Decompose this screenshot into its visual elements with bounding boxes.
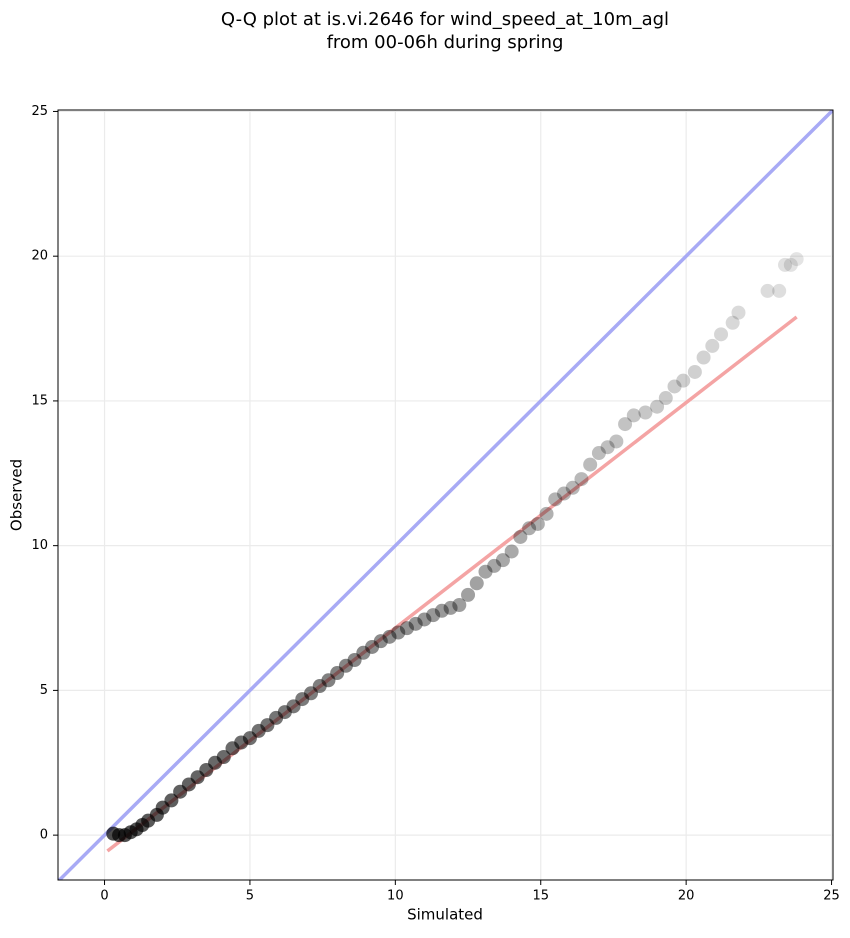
y-tick-label: 25 (31, 104, 48, 119)
point (687, 364, 702, 379)
point (478, 564, 493, 579)
x-tick-label: 15 (532, 889, 549, 904)
point (513, 529, 528, 544)
y-tick-label: 10 (31, 538, 48, 553)
point (789, 252, 804, 267)
point (658, 391, 673, 406)
point (330, 666, 345, 681)
point (417, 612, 432, 627)
point (321, 673, 336, 688)
point (434, 603, 449, 618)
point (696, 350, 711, 365)
point (618, 417, 633, 432)
plot-area (58, 110, 833, 880)
point (504, 544, 519, 559)
point (600, 440, 615, 455)
point (583, 457, 598, 472)
chart-title: Q-Q plot at is.vi.2646 for wind_speed_at… (221, 9, 669, 30)
point (522, 521, 537, 536)
y-axis-label: Observed (8, 459, 26, 531)
point (408, 616, 423, 631)
point (469, 576, 484, 591)
identity-line (58, 110, 833, 880)
point (373, 634, 388, 649)
y-tick-label: 5 (40, 683, 48, 698)
point (426, 608, 441, 623)
point (609, 434, 624, 449)
point (574, 472, 589, 487)
y-tick-label: 0 (40, 828, 48, 843)
x-tick-label: 5 (246, 889, 254, 904)
x-tick-label: 25 (823, 889, 840, 904)
point (365, 639, 380, 654)
x-tick-label: 10 (387, 889, 404, 904)
point (676, 373, 691, 388)
point (591, 446, 606, 461)
point (667, 379, 682, 394)
point (399, 621, 414, 636)
point (495, 553, 510, 568)
point (760, 283, 775, 298)
point (725, 315, 740, 330)
point (216, 749, 231, 764)
x-tick-label: 0 (100, 889, 108, 904)
point (539, 506, 554, 521)
point (356, 645, 371, 660)
point (783, 257, 798, 272)
point (548, 492, 563, 507)
point (705, 338, 720, 353)
point (487, 558, 502, 573)
point (391, 625, 406, 640)
point (164, 793, 179, 808)
point (778, 257, 793, 272)
point (443, 600, 458, 615)
point (731, 305, 746, 320)
point (650, 399, 665, 414)
point (638, 405, 653, 420)
point (461, 587, 476, 602)
x-axis-label: Simulated (407, 906, 483, 924)
point (452, 598, 467, 612)
axes-frame (57, 109, 834, 881)
point (530, 516, 545, 531)
point (347, 653, 362, 667)
x-tick-label: 20 (678, 889, 695, 904)
y-tick-label: 15 (31, 393, 48, 408)
y-tick-label: 20 (31, 249, 48, 264)
chart-title: from 00-06h during spring (327, 32, 564, 53)
point (565, 480, 580, 495)
point (382, 629, 397, 644)
point (772, 283, 787, 298)
point (557, 486, 572, 501)
point (312, 679, 327, 694)
point (338, 658, 353, 673)
point (626, 408, 641, 423)
point (714, 327, 729, 342)
